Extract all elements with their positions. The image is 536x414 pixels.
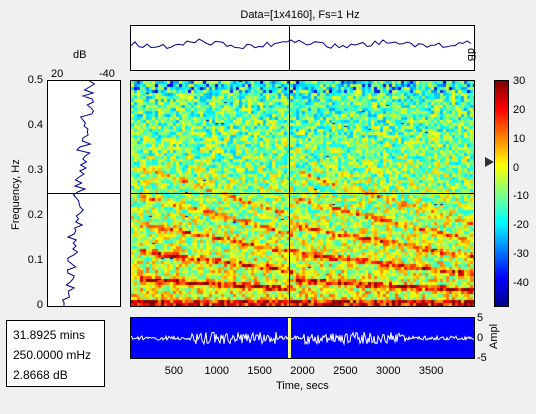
colorbar-tick-label: -20	[513, 219, 529, 232]
left-unit-label: dB	[73, 49, 87, 61]
colorbar-tick-label: -30	[513, 248, 529, 261]
amplitude-tick-label: 0	[477, 332, 484, 344]
y-tick-label: 0.5	[27, 74, 43, 86]
top-unit-label: dB	[465, 48, 477, 62]
colorbar-level-marker[interactable]	[485, 157, 494, 167]
amplitude-label: Ampl	[488, 323, 500, 349]
colorbar-tick-label: -40	[513, 276, 529, 289]
y-tick-label: 0.3	[27, 164, 43, 176]
frequency-profile-panel[interactable]	[47, 80, 121, 307]
x-tick-label: 500	[164, 365, 184, 377]
colorbar-tick-label: 30	[513, 75, 526, 87]
y-tick-label: 0.2	[27, 209, 43, 221]
time-average-panel[interactable]	[130, 25, 475, 71]
left-cursor-line	[48, 193, 120, 194]
colorbar-tick-label: 0	[513, 161, 520, 174]
colorbar-tick-label: 20	[513, 103, 526, 116]
waveform-trace	[131, 331, 474, 346]
spectrogram-plot[interactable]	[130, 80, 475, 307]
colorbar-tick-label: 10	[513, 132, 526, 145]
spectrogram-cursor-horizontal[interactable]	[131, 193, 474, 194]
plot-title: Data=[1x4160], Fs=1 Hz	[240, 9, 360, 21]
time-average-trace	[131, 38, 472, 50]
readout-frequency: 250.0000 mHz	[13, 348, 92, 362]
top-cursor-line	[289, 26, 290, 70]
colorbar-tick-label: -10	[513, 190, 529, 203]
y-tick-label: 0	[36, 299, 43, 311]
y-axis-label: Frequency, Hz	[10, 159, 22, 230]
cursor-readout: 31.8925 mins 250.0000 mHz 2.8668 dB	[6, 320, 105, 387]
x-axis-label: Time, secs	[276, 380, 329, 392]
left-tick-minus-40: -40	[99, 68, 115, 80]
y-tick-label: 0.1	[27, 254, 43, 266]
x-tick-label: 1500	[247, 365, 272, 377]
x-tick-label: 2500	[333, 365, 358, 377]
x-tick-label: 2000	[290, 365, 315, 377]
waveform-panel[interactable]	[130, 317, 475, 359]
colorbar[interactable]	[494, 80, 509, 307]
x-tick-label: 1000	[204, 365, 229, 377]
readout-level: 2.8668 dB	[13, 368, 68, 382]
colorbar-gradient	[495, 81, 508, 306]
left-tick-20: 20	[51, 68, 64, 80]
amplitude-tick-label: -5	[477, 352, 487, 364]
x-tick-label: 3500	[418, 365, 444, 377]
x-tick-label: 3000	[376, 365, 401, 377]
amplitude-tick-label: 5	[477, 312, 484, 324]
readout-time: 31.8925 mins	[13, 328, 86, 342]
waveform-cursor-line	[288, 318, 291, 358]
y-tick-label: 0.4	[27, 119, 43, 131]
